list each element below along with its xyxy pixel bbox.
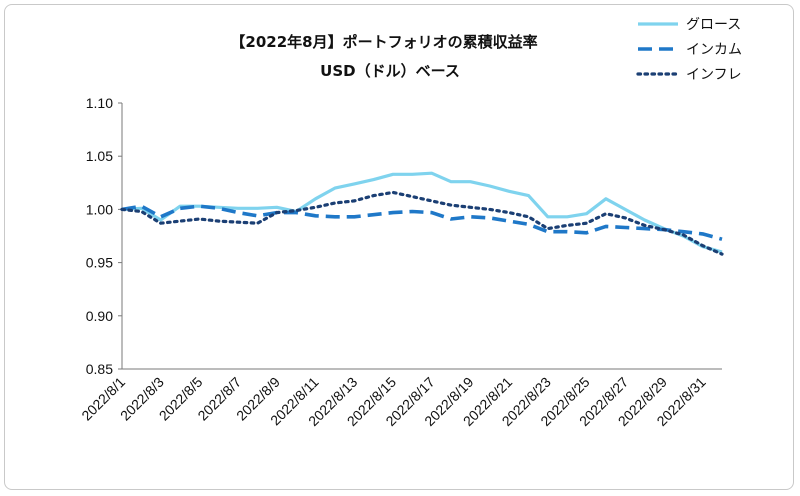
y-tick-label: 1.05 <box>86 148 113 164</box>
y-tick-labels: 1.10 1.05 1.00 0.95 0.90 0.85 <box>86 95 122 377</box>
legend-label-1: グロース <box>686 17 741 33</box>
series-line-1 <box>121 171 723 254</box>
legend-label-2: インカム <box>686 42 742 58</box>
legend-label-3: インフレ <box>686 67 742 83</box>
y-tick-label: 1.00 <box>86 201 113 217</box>
y-tick-label: 1.10 <box>86 95 113 111</box>
series-lines <box>120 171 724 256</box>
y-tick-label: 0.85 <box>86 361 113 377</box>
chart-subtitle: USD（ドル）ベース <box>320 62 460 80</box>
series-line-3 <box>120 190 724 256</box>
chart-title: 【2022年8月】ポートフォリオの累積収益率 <box>230 33 537 51</box>
chart-frame <box>4 4 794 490</box>
y-tick-label: 0.90 <box>86 308 113 324</box>
series-line-2 <box>121 204 723 241</box>
x-tick-labels: 2022/8/12022/8/32022/8/52022/8/72022/8/9… <box>78 374 709 430</box>
axes <box>121 103 722 370</box>
y-tick-label: 0.95 <box>86 255 113 271</box>
